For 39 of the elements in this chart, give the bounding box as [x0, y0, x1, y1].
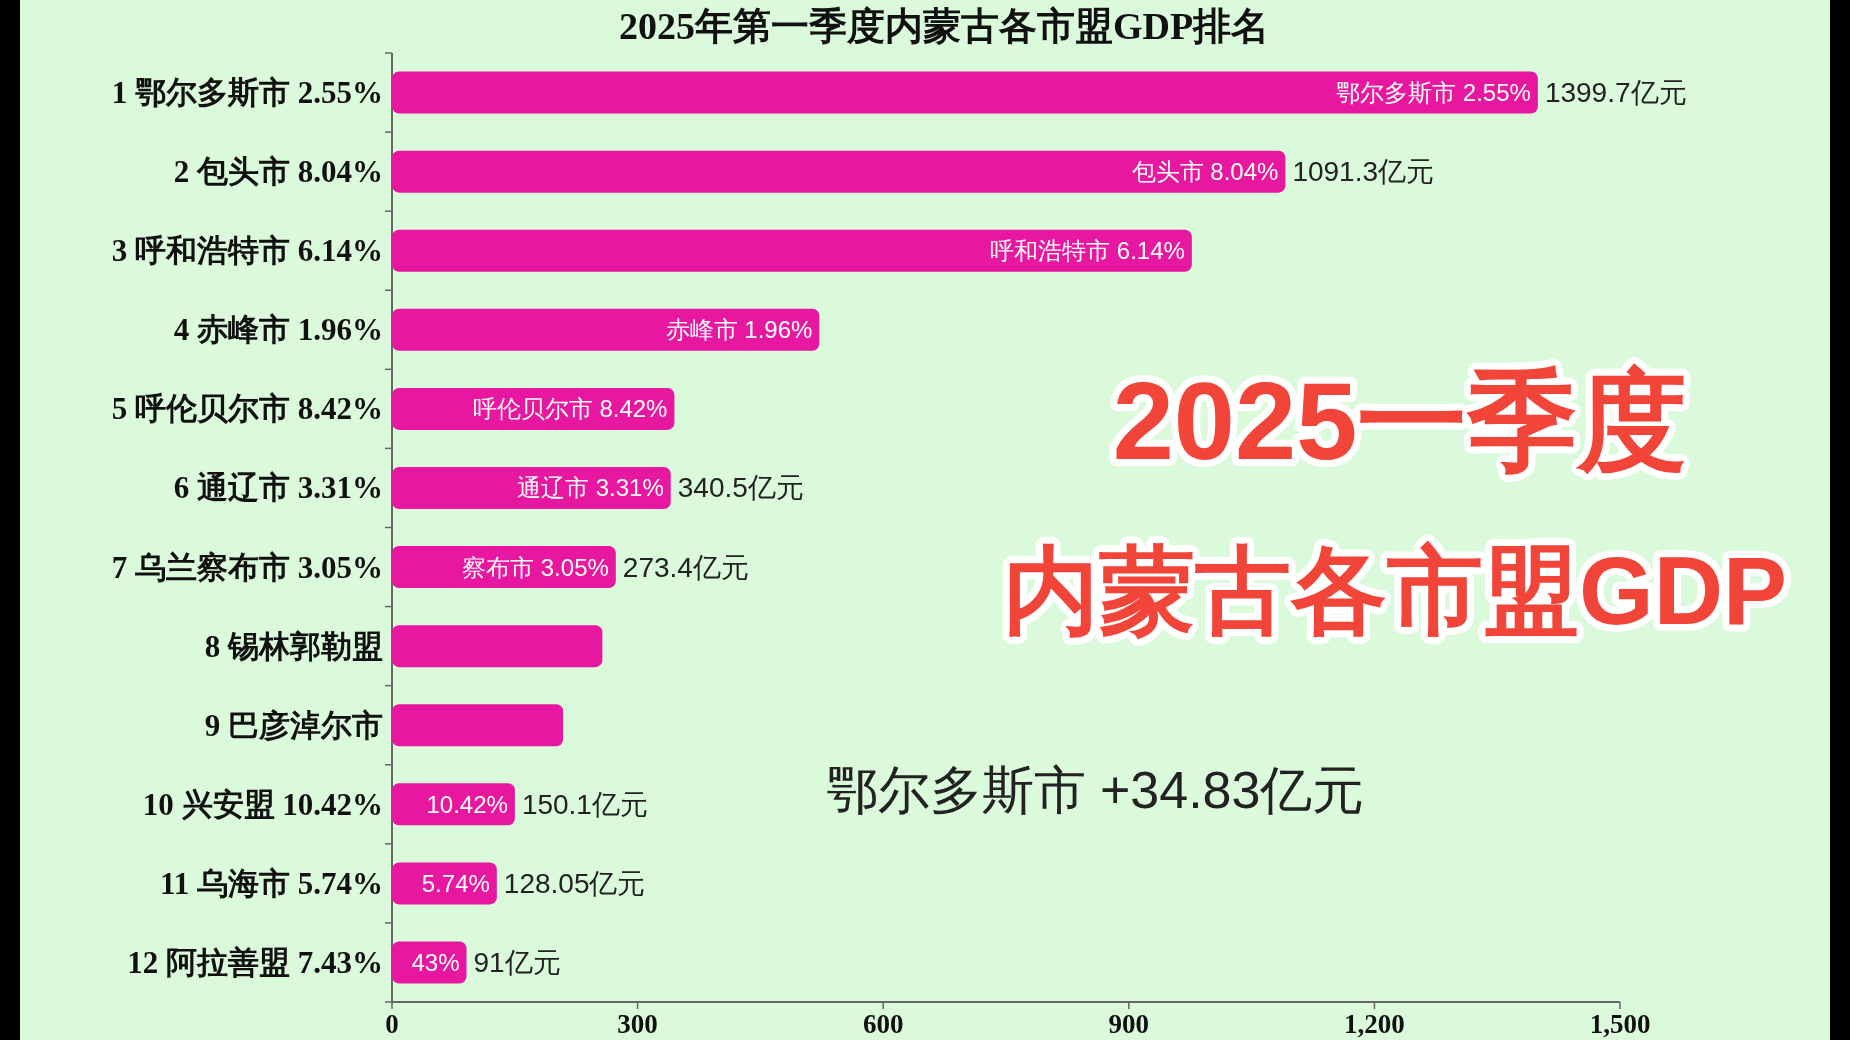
bar-label: 鄂尔多斯市 2.55% [1336, 79, 1531, 107]
category-label: 3 呼和浩特市 6.14% [111, 233, 383, 269]
value-label: 340.5亿元 [677, 472, 804, 504]
category-label: 6 通辽市 3.31% [173, 470, 383, 506]
x-tick-label: 900 [1108, 1009, 1150, 1039]
category-label: 2 包头市 8.04% [173, 154, 383, 190]
annotation: 鄂尔多斯市 +34.83亿元 [825, 761, 1365, 819]
value-label: 273.4亿元 [622, 551, 749, 583]
value-label: 91亿元 [473, 946, 561, 978]
value-label: 150.1亿元 [521, 788, 648, 820]
category-label: 1 鄂尔多斯市 2.55% [111, 75, 383, 111]
bar-label: 包头市 8.04% [1131, 158, 1279, 186]
category-label: 11 乌海市 5.74% [159, 865, 383, 901]
category-label: 4 赤峰市 1.96% [173, 312, 383, 348]
category-label: 9 巴彦淖尔市 [204, 707, 383, 743]
value-label: 1091.3亿元 [1292, 156, 1435, 188]
bar-label: 43% [411, 948, 460, 976]
bar-label: 呼和浩特市 6.14% [990, 237, 1185, 265]
bar-label: 10.42% [426, 790, 508, 818]
annotation: 2025一季度 [1112, 358, 1688, 482]
bar-label: 赤峰市 1.96% [665, 316, 813, 344]
category-label: 8 锡林郭勒盟 [204, 628, 383, 664]
value-label: 1399.7亿元 [1544, 77, 1687, 109]
category-label: 5 呼伦贝尔市 8.42% [111, 391, 383, 427]
x-tick-label: 1,500 [1589, 1009, 1651, 1039]
bar-label: 5.74% [421, 869, 490, 897]
x-tick-label: 600 [862, 1009, 904, 1039]
bar-label: 通辽市 3.31% [517, 474, 664, 502]
category-label: 10 兴安盟 10.42% [142, 786, 383, 822]
x-tick-label: 0 [385, 1009, 399, 1039]
bar-label: 察布市 3.05% [462, 553, 609, 581]
annotation: 内蒙古各市盟GDP [1003, 536, 1787, 644]
category-label: 12 阿拉善盟 7.43% [127, 944, 383, 980]
value-label: 128.05亿元 [503, 867, 646, 899]
x-tick-label: 1,200 [1344, 1009, 1405, 1039]
title: 2025年第一季度内蒙古各市盟GDP排名 [618, 5, 1270, 47]
x-tick-label: 300 [617, 1009, 658, 1039]
bar-label: 呼伦贝尔市 8.42% [472, 395, 668, 423]
category-label: 7 乌兰察布市 3.05% [111, 549, 383, 585]
